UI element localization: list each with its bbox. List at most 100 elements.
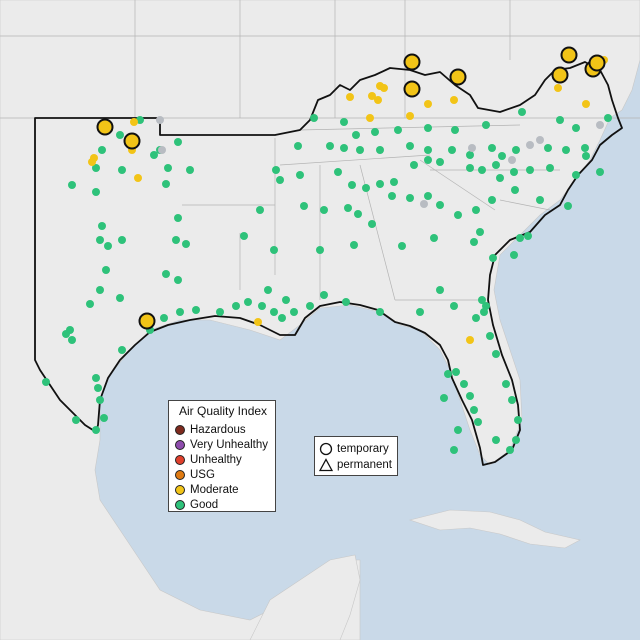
moderate-monitors [88, 56, 608, 344]
good-monitor [516, 234, 524, 242]
good-monitor [502, 380, 510, 388]
good-monitor [340, 144, 348, 152]
good-monitor [376, 180, 384, 188]
moderate-temporary-monitor [96, 118, 114, 136]
good-monitor [68, 336, 76, 344]
region-outline [34, 61, 623, 466]
legend-item-very-unhealthy: Very Unhealthy [175, 437, 268, 452]
good-monitor [524, 232, 532, 240]
moderate-temporary-monitor [403, 80, 421, 98]
good-monitor [514, 416, 522, 424]
good-monitor [472, 314, 480, 322]
legend-label: permanent [337, 459, 392, 471]
good-monitor [216, 308, 224, 316]
good-monitor [371, 128, 379, 136]
legend-title: Air Quality Index [179, 404, 268, 418]
moderate-monitor [380, 84, 388, 92]
good-monitor [512, 146, 520, 154]
good-monitor [376, 146, 384, 154]
no-data-monitor [508, 156, 516, 164]
good-monitor [86, 300, 94, 308]
legend-item-permanent: permanent [319, 457, 392, 473]
good-monitor [450, 302, 458, 310]
moderate-temporary-monitor [551, 66, 569, 84]
good-monitor [104, 242, 112, 250]
good-monitor [430, 234, 438, 242]
good-monitor [96, 236, 104, 244]
good-monitor [290, 308, 298, 316]
good-monitor [480, 308, 488, 316]
moderate-monitor [366, 114, 374, 122]
good-monitor [276, 176, 284, 184]
good-monitor [512, 436, 520, 444]
legend-item-unhealthy: Unhealthy [175, 452, 242, 467]
moderate-temporary-monitor [449, 68, 467, 86]
good-monitor [340, 118, 348, 126]
good-monitor [150, 151, 158, 159]
good-monitor [474, 418, 482, 426]
good-monitor [174, 214, 182, 222]
good-monitor [424, 146, 432, 154]
good-monitor [116, 131, 124, 139]
good-monitor [460, 380, 468, 388]
moderate-temporary-monitor [588, 54, 606, 72]
good-monitor [96, 286, 104, 294]
good-monitor [581, 144, 589, 152]
legend-label: Very Unhealthy [190, 438, 268, 451]
good-monitor [510, 251, 518, 259]
good-monitor [278, 314, 286, 322]
good-monitor [488, 144, 496, 152]
moderate-monitor [346, 93, 354, 101]
good-monitor [486, 332, 494, 340]
good-monitor [348, 181, 356, 189]
legend-label: USG [190, 468, 215, 481]
good-monitor [478, 296, 486, 304]
good-monitor [160, 314, 168, 322]
yucatan-peninsula [249, 554, 361, 640]
good-monitor [320, 206, 328, 214]
good-monitor [444, 370, 452, 378]
good-monitor [352, 131, 360, 139]
good-monitor [94, 384, 102, 392]
good-monitor [470, 406, 478, 414]
good-monitor [96, 396, 104, 404]
good-monitor [350, 241, 358, 249]
good-monitor [436, 158, 444, 166]
good-monitor [506, 446, 514, 454]
moderate-swatch-icon [175, 484, 185, 495]
good-monitor [118, 166, 126, 174]
good-monitor [310, 114, 318, 122]
good-monitor [454, 211, 462, 219]
hazardous-swatch-icon [175, 424, 185, 435]
good-monitor [496, 174, 504, 182]
good-monitor [354, 210, 362, 218]
good-monitor [42, 378, 50, 386]
good-monitor [518, 108, 526, 116]
good-monitor [410, 161, 418, 169]
good-monitor [118, 236, 126, 244]
legend-label: temporary [337, 443, 389, 455]
good-monitor [488, 196, 496, 204]
no-data-monitor [420, 200, 428, 208]
good-monitor [394, 126, 402, 134]
monitor-type-legend: temporary permanent [314, 436, 398, 476]
moderate-temporary-monitors [96, 46, 606, 330]
good-monitor [270, 246, 278, 254]
good-monitor [162, 270, 170, 278]
unhealthy-swatch-icon [175, 454, 185, 465]
good-monitor [92, 374, 100, 382]
moderate-monitor [406, 112, 414, 120]
good-monitor [258, 302, 266, 310]
moderate-monitor [374, 96, 382, 104]
good-monitor [306, 302, 314, 310]
triangle-icon [319, 458, 333, 472]
good-monitor [498, 152, 506, 160]
good-monitor [476, 228, 484, 236]
good-monitor [562, 146, 570, 154]
good-monitor [272, 166, 280, 174]
no-data-monitor [468, 144, 476, 152]
moderate-temporary-monitor [123, 132, 141, 150]
good-monitor [344, 204, 352, 212]
